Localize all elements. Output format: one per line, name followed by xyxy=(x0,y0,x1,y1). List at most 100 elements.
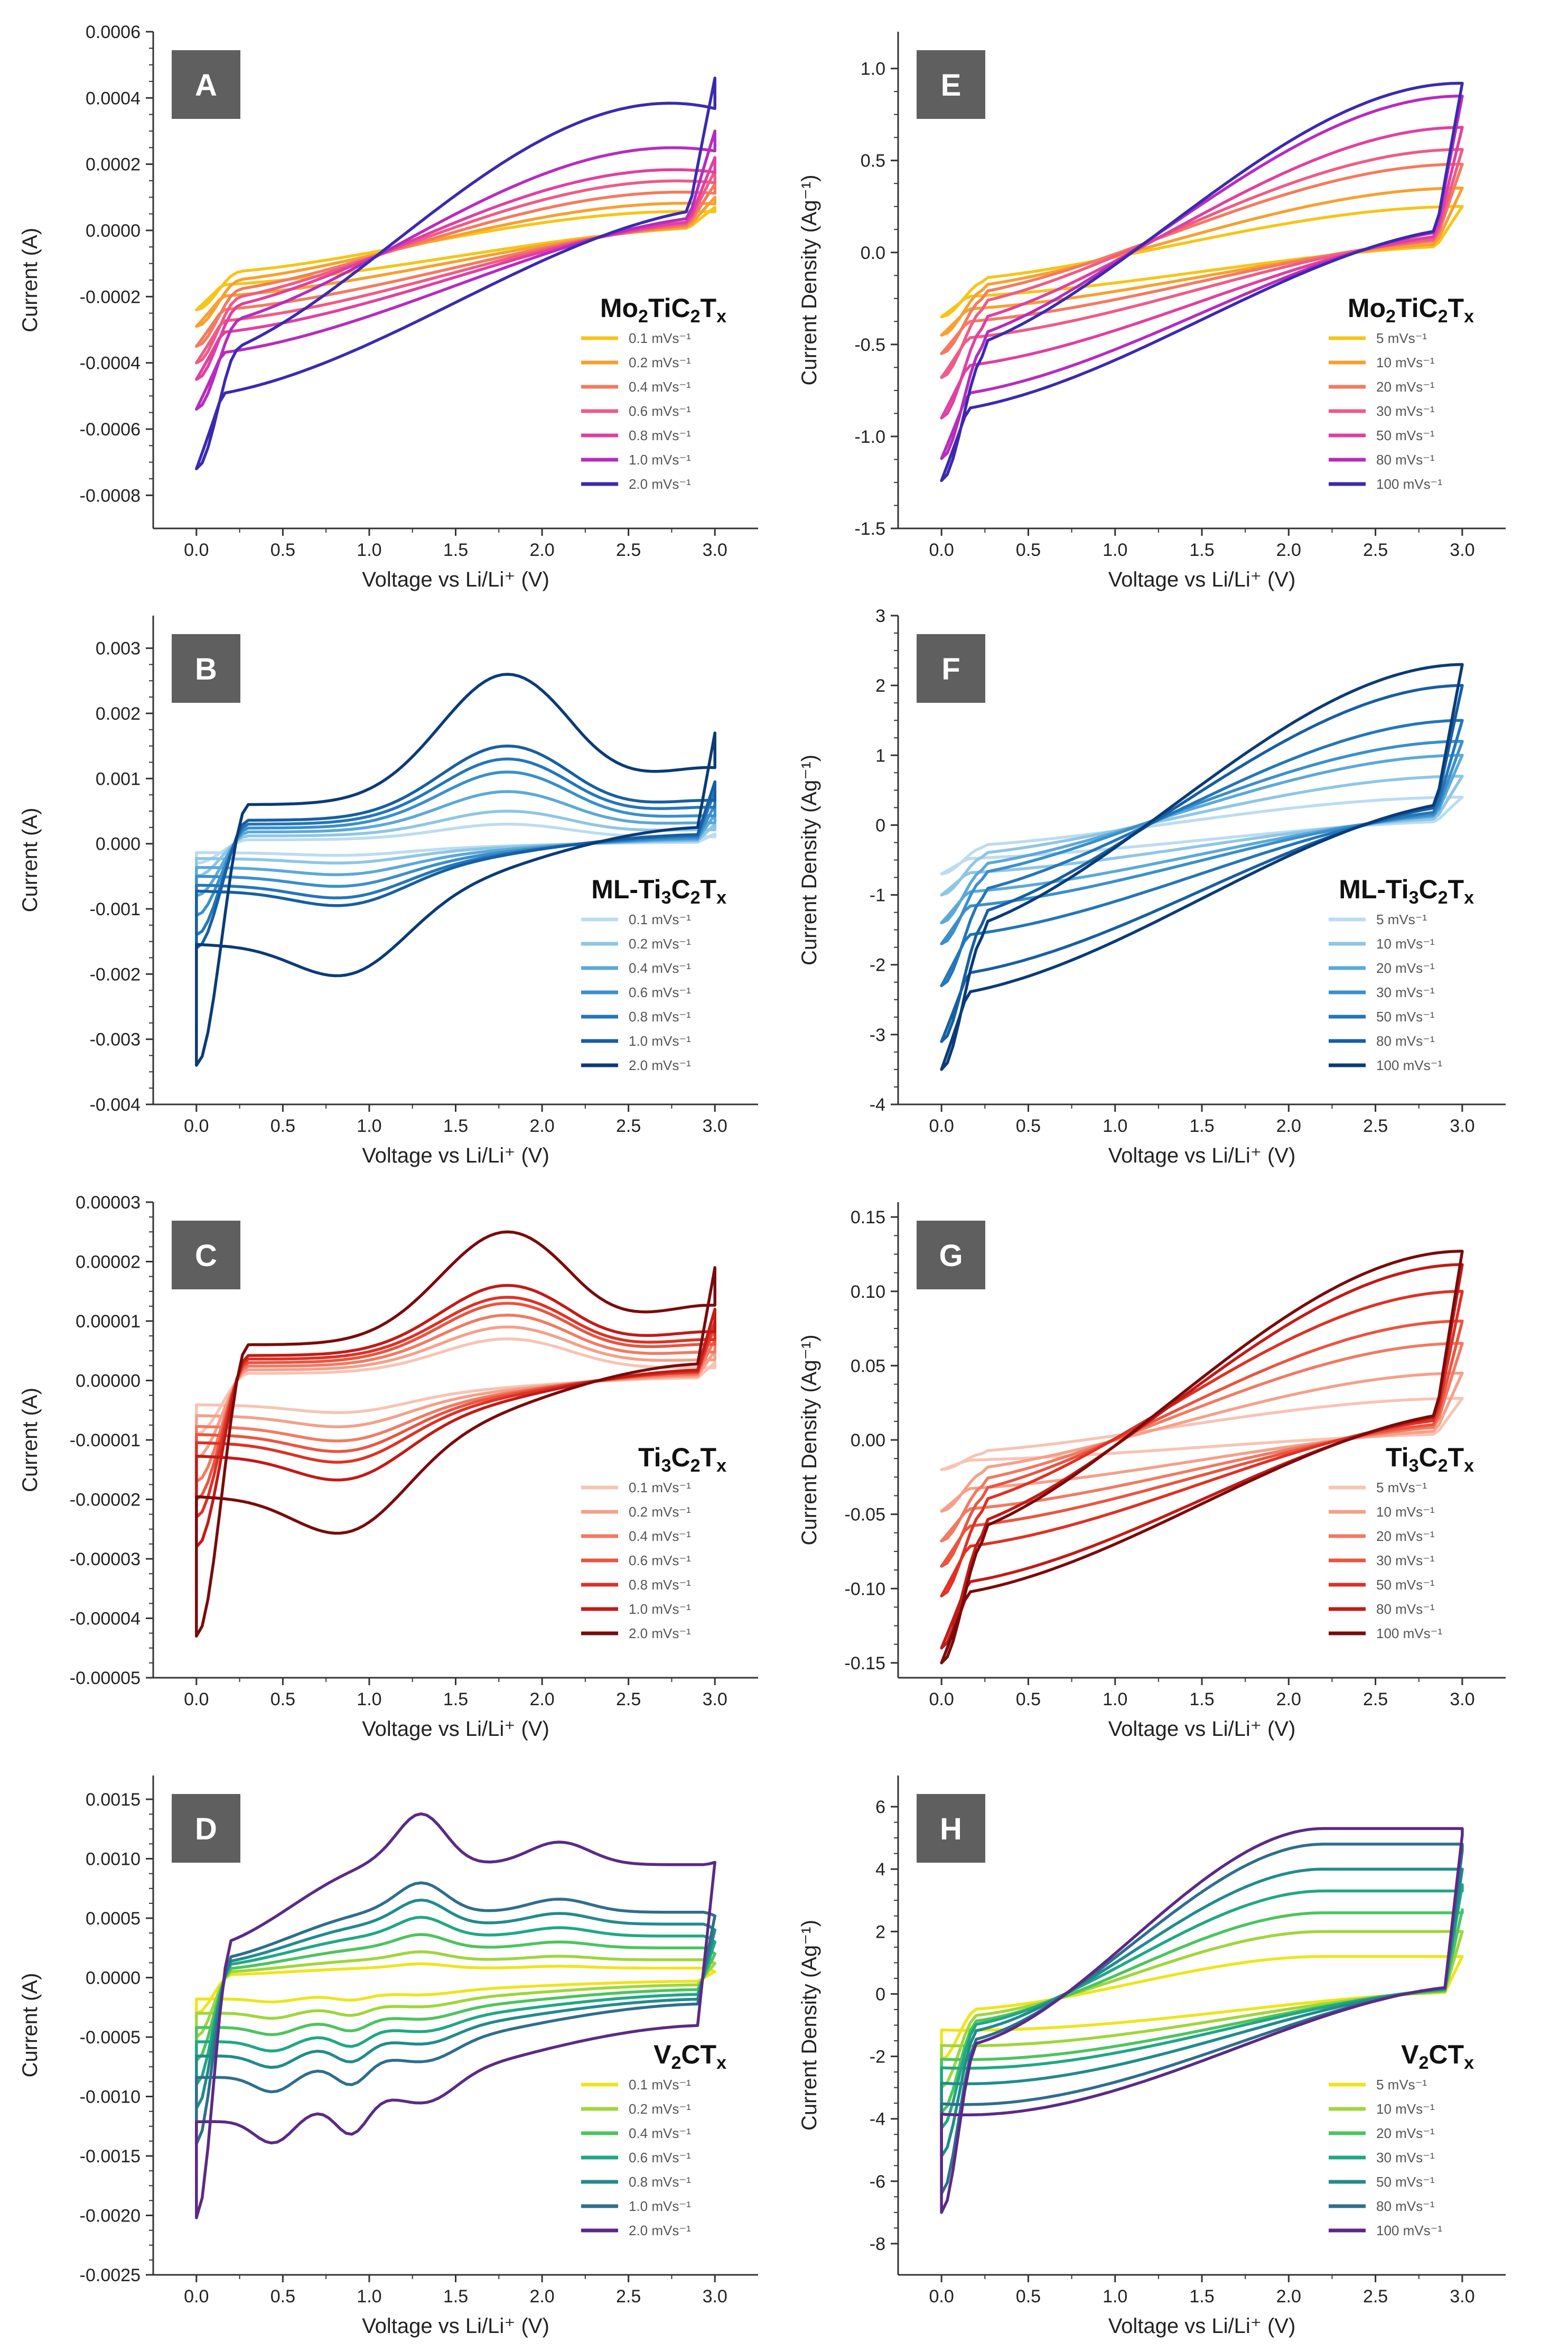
panel-letter: F xyxy=(941,652,960,686)
legend-label: 20 mVs⁻¹ xyxy=(1376,960,1435,976)
cv-curve-1.0 xyxy=(195,1284,716,1549)
x-tick-label: 0.0 xyxy=(184,2286,209,2307)
x-tick-label: 0.5 xyxy=(270,2286,295,2307)
cv-curve-20 xyxy=(940,1908,1464,2114)
panel-letter-badge xyxy=(172,1794,240,1863)
x-tick-label: 2.5 xyxy=(616,2286,641,2307)
x-tick-label: 2.5 xyxy=(1363,540,1388,560)
panel-letter-badge xyxy=(917,1221,985,1289)
y-tick-label: 0.00003 xyxy=(76,1193,141,1213)
cv-curve-0.4 xyxy=(195,1933,716,2062)
material-label: V2CTx xyxy=(654,2040,726,2073)
y-axis-title: Current (A) xyxy=(18,228,42,332)
legend-label: 80 mVs⁻¹ xyxy=(1376,2198,1435,2214)
legend-label: 80 mVs⁻¹ xyxy=(1376,452,1435,468)
cv-curve-50 xyxy=(940,719,1464,988)
x-tick-label: 0.0 xyxy=(184,540,209,560)
panel-a: 0.0 0.5 1.0 1.5 2.0 2.5 3.0 -0.0008 -0.0006 -0.00… xyxy=(18,22,758,591)
legend-label: 0.4 mVs⁻¹ xyxy=(629,379,691,395)
legend-label: 80 mVs⁻¹ xyxy=(1376,1601,1435,1617)
legend-label: 0.1 mVs⁻¹ xyxy=(629,912,691,927)
y-tick-label: 0.05 xyxy=(851,1356,885,1376)
x-tick-label: 0.5 xyxy=(270,1689,295,1709)
legend-label: 1.0 mVs⁻¹ xyxy=(629,452,691,468)
y-tick-label: -0.00002 xyxy=(70,1490,141,1510)
y-tick-label: 0.10 xyxy=(851,1282,885,1302)
cv-curve-0.2 xyxy=(195,196,716,328)
x-tick-label: 3.0 xyxy=(1450,1689,1474,1709)
panel-letter-badge xyxy=(917,634,985,703)
cv-curve-0.6 xyxy=(195,1301,716,1501)
x-tick-label: 0.5 xyxy=(1016,1116,1041,1136)
y-tick-label: 0 xyxy=(875,815,885,835)
y-tick-label: 0.00002 xyxy=(76,1252,141,1272)
cv-curve-20 xyxy=(940,754,1464,925)
cv-curve-10 xyxy=(940,775,1464,897)
x-tick-label: 0.0 xyxy=(184,1689,209,1709)
material-label: V2CTx xyxy=(1401,2040,1474,2073)
y-axis-title: Current (A) xyxy=(18,1973,42,2078)
legend-label: 80 mVs⁻¹ xyxy=(1376,1033,1435,1049)
panel-letter-badge xyxy=(917,50,985,119)
panel-letter: C xyxy=(195,1239,217,1273)
cv-curve-80 xyxy=(940,95,1464,460)
material-label: Ti3C2Tx xyxy=(638,1443,726,1476)
x-tick-label: 2.0 xyxy=(529,1116,554,1136)
y-tick-label: -0.0010 xyxy=(80,2087,141,2107)
legend-label: 50 mVs⁻¹ xyxy=(1376,1009,1435,1025)
material-label: Ti3C2Tx xyxy=(1386,1443,1474,1476)
x-tick-label: 2.5 xyxy=(616,1689,641,1709)
x-tick-label: 0.5 xyxy=(1016,2286,1041,2307)
material-label: ML-Ti3C2Tx xyxy=(591,875,726,908)
cv-curve-0.6 xyxy=(195,1916,716,2086)
x-axis-title: Voltage vs Li/Li⁺ (V) xyxy=(1108,1717,1296,1741)
y-tick-label: -1.0 xyxy=(854,427,885,447)
legend-label: 100 mVs⁻¹ xyxy=(1376,1057,1442,1073)
material-label: ML-Ti3C2Tx xyxy=(1339,875,1474,908)
panel-letter: H xyxy=(940,1812,962,1846)
y-tick-label: -0.001 xyxy=(90,899,141,919)
y-tick-label: -1.5 xyxy=(854,519,885,539)
x-tick-label: 3.0 xyxy=(1450,2286,1474,2307)
panel-letter: E xyxy=(941,68,962,103)
y-tick-label: -0.0015 xyxy=(80,2146,141,2167)
y-tick-label: -0.002 xyxy=(90,964,141,984)
panel-letter-badge xyxy=(172,634,240,703)
x-tick-label: 1.0 xyxy=(357,2286,381,2307)
x-tick-label: 0.5 xyxy=(270,1116,295,1136)
cv-curve-30 xyxy=(940,148,1464,379)
cv-curve-2.0 xyxy=(195,1230,716,1638)
x-axis-title: Voltage vs Li/Li⁺ (V) xyxy=(362,1717,549,1741)
y-tick-label: 0.0002 xyxy=(86,155,141,175)
legend-label: 0.2 mVs⁻¹ xyxy=(629,1504,691,1520)
y-tick-label: 0.0004 xyxy=(86,88,141,108)
panel-letter: B xyxy=(195,652,217,686)
y-tick-label: -0.0004 xyxy=(80,354,141,374)
cv-curve-50 xyxy=(940,1290,1464,1598)
legend-label: 20 mVs⁻¹ xyxy=(1376,1528,1435,1544)
x-tick-label: 1.5 xyxy=(443,540,468,560)
y-tick-label: -0.004 xyxy=(90,1095,141,1115)
legend-label: 30 mVs⁻¹ xyxy=(1376,984,1435,1000)
x-tick-label: 0.0 xyxy=(929,1116,954,1136)
y-tick-label: -0.00003 xyxy=(70,1549,141,1569)
legend-label: 20 mVs⁻¹ xyxy=(1376,379,1435,395)
y-tick-label: 2 xyxy=(875,1922,885,1942)
y-tick-label: -0.0002 xyxy=(80,287,141,307)
x-tick-label: 3.0 xyxy=(1450,1116,1474,1136)
x-tick-label: 2.0 xyxy=(529,2286,554,2307)
x-tick-label: 1.0 xyxy=(1103,1116,1127,1136)
legend-label: 10 mVs⁻¹ xyxy=(1376,1504,1435,1520)
y-tick-label: 0.00000 xyxy=(76,1371,141,1391)
panel-letter-badge xyxy=(917,1794,985,1863)
panel-letter-badge xyxy=(172,50,240,119)
legend-label: 2.0 mVs⁻¹ xyxy=(629,476,691,492)
y-tick-label: -0.003 xyxy=(90,1030,141,1050)
legend-label: 5 mVs⁻¹ xyxy=(1376,1480,1427,1495)
cv-curve-0.1 xyxy=(195,1962,716,2015)
y-axis-title: Current Density (Ag⁻¹) xyxy=(798,755,821,965)
legend-label: 10 mVs⁻¹ xyxy=(1376,355,1435,370)
y-axis-title: Current Density (Ag⁻¹) xyxy=(798,1335,821,1546)
cv-curve-30 xyxy=(940,740,1464,945)
panel-letter: D xyxy=(195,1812,217,1846)
